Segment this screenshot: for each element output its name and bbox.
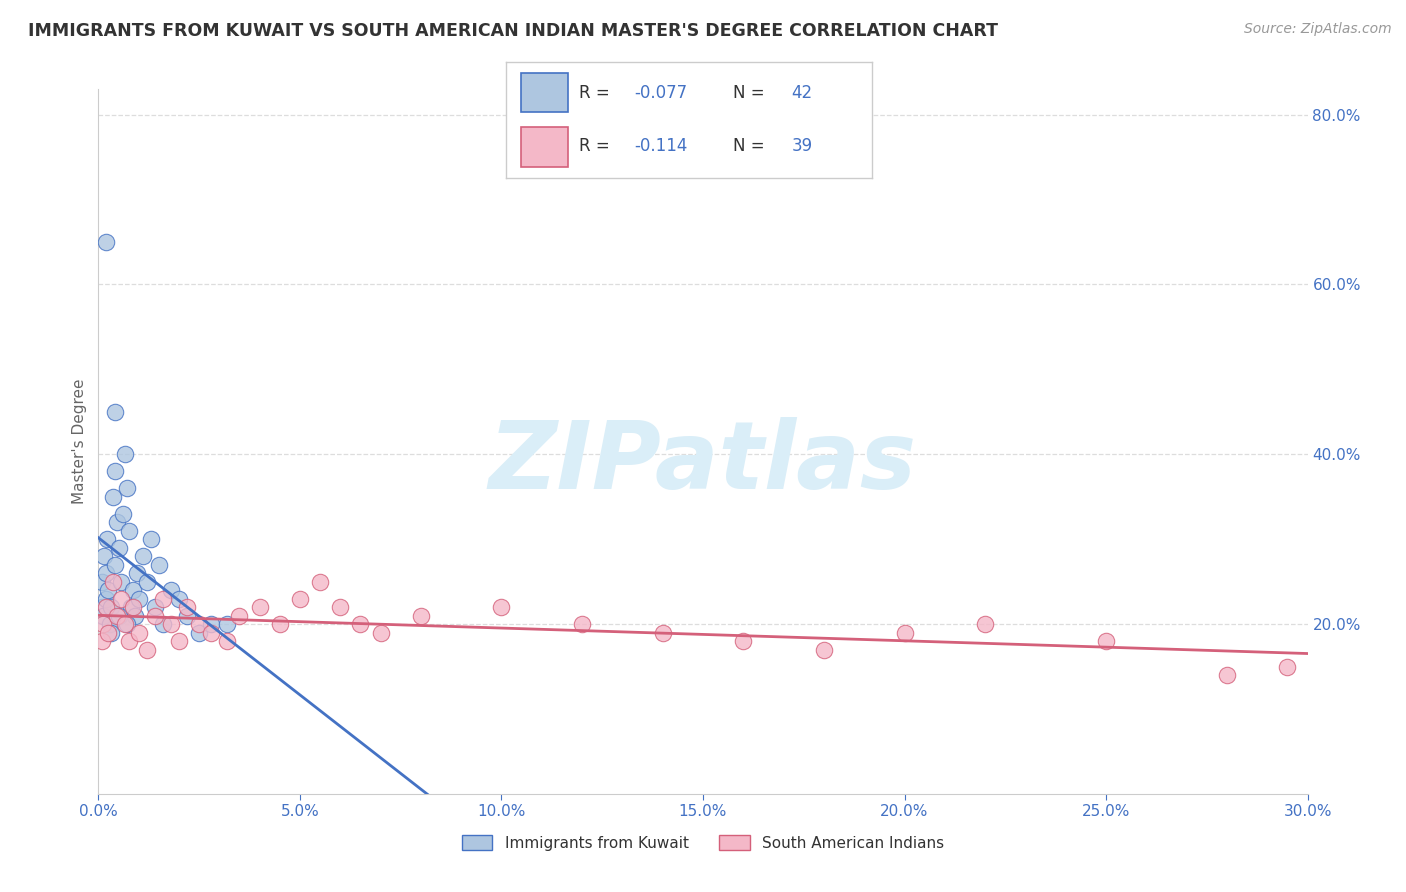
Point xyxy=(269,617,291,632)
Point xyxy=(93,549,115,563)
Point xyxy=(90,600,112,615)
Point xyxy=(100,625,122,640)
Point xyxy=(152,591,174,606)
Point xyxy=(200,617,222,632)
FancyBboxPatch shape xyxy=(520,128,568,167)
Text: N =: N = xyxy=(733,137,769,155)
Point xyxy=(167,591,190,606)
Point xyxy=(135,642,157,657)
Point xyxy=(101,490,124,504)
Point xyxy=(139,532,162,546)
Text: -0.077: -0.077 xyxy=(634,84,688,102)
Point xyxy=(309,574,332,589)
Point xyxy=(118,634,141,648)
Point xyxy=(217,634,239,648)
Point xyxy=(143,600,166,615)
Point xyxy=(167,634,190,648)
Point xyxy=(103,405,125,419)
Point xyxy=(107,608,129,623)
Point xyxy=(1095,634,1118,648)
Point xyxy=(176,600,198,615)
Point xyxy=(100,600,122,615)
Point xyxy=(120,600,142,615)
Point xyxy=(160,583,183,598)
Point xyxy=(349,617,371,632)
Point xyxy=(135,574,157,589)
Text: R =: R = xyxy=(579,84,616,102)
Point xyxy=(94,591,117,606)
Point xyxy=(103,464,125,478)
Point xyxy=(329,600,352,615)
Point xyxy=(105,515,128,529)
Point xyxy=(104,558,127,572)
Point xyxy=(114,617,136,632)
Point xyxy=(91,574,114,589)
Point xyxy=(228,608,250,623)
Point xyxy=(176,608,198,623)
Point xyxy=(107,541,129,555)
Point xyxy=(97,583,120,598)
Point xyxy=(217,617,239,632)
Point xyxy=(813,642,835,657)
Point xyxy=(148,558,170,572)
Point xyxy=(94,235,117,249)
Point xyxy=(90,634,112,648)
Point xyxy=(249,600,271,615)
Point xyxy=(115,617,138,632)
Point xyxy=(1277,659,1299,673)
Point xyxy=(94,600,117,615)
Point xyxy=(97,625,120,640)
Point xyxy=(105,608,128,623)
Point xyxy=(124,608,146,623)
Point xyxy=(114,447,136,461)
Text: 39: 39 xyxy=(792,137,813,155)
Point xyxy=(370,625,392,640)
Point xyxy=(98,617,121,632)
Point xyxy=(143,608,166,623)
Point xyxy=(91,608,114,623)
Point xyxy=(110,574,132,589)
Legend: Immigrants from Kuwait, South American Indians: Immigrants from Kuwait, South American I… xyxy=(456,829,950,856)
FancyBboxPatch shape xyxy=(520,73,568,112)
Point xyxy=(160,617,183,632)
Point xyxy=(132,549,155,563)
Point xyxy=(974,617,997,632)
Point xyxy=(1216,668,1239,682)
Point xyxy=(111,507,134,521)
Point xyxy=(125,566,148,581)
Text: N =: N = xyxy=(733,84,769,102)
Text: -0.114: -0.114 xyxy=(634,137,688,155)
Text: IMMIGRANTS FROM KUWAIT VS SOUTH AMERICAN INDIAN MASTER'S DEGREE CORRELATION CHAR: IMMIGRANTS FROM KUWAIT VS SOUTH AMERICAN… xyxy=(28,22,998,40)
Point xyxy=(188,625,211,640)
Point xyxy=(91,617,114,632)
Point xyxy=(200,625,222,640)
Point xyxy=(96,532,118,546)
Point xyxy=(128,591,150,606)
Point xyxy=(288,591,311,606)
Point xyxy=(188,617,211,632)
Point xyxy=(121,600,143,615)
Point xyxy=(96,566,118,581)
Text: 42: 42 xyxy=(792,84,813,102)
Text: R =: R = xyxy=(579,137,616,155)
Point xyxy=(101,574,124,589)
Point xyxy=(110,591,132,606)
Text: ZIPatlas: ZIPatlas xyxy=(489,417,917,508)
Point xyxy=(118,524,141,538)
Y-axis label: Master's Degree: Master's Degree xyxy=(72,379,87,504)
Point xyxy=(571,617,593,632)
Point xyxy=(409,608,432,623)
Point xyxy=(121,583,143,598)
Point xyxy=(128,625,150,640)
Point xyxy=(733,634,755,648)
Point xyxy=(115,481,138,495)
Point xyxy=(893,625,915,640)
Point xyxy=(152,617,174,632)
Point xyxy=(651,625,673,640)
Text: Source: ZipAtlas.com: Source: ZipAtlas.com xyxy=(1244,22,1392,37)
Point xyxy=(491,600,513,615)
